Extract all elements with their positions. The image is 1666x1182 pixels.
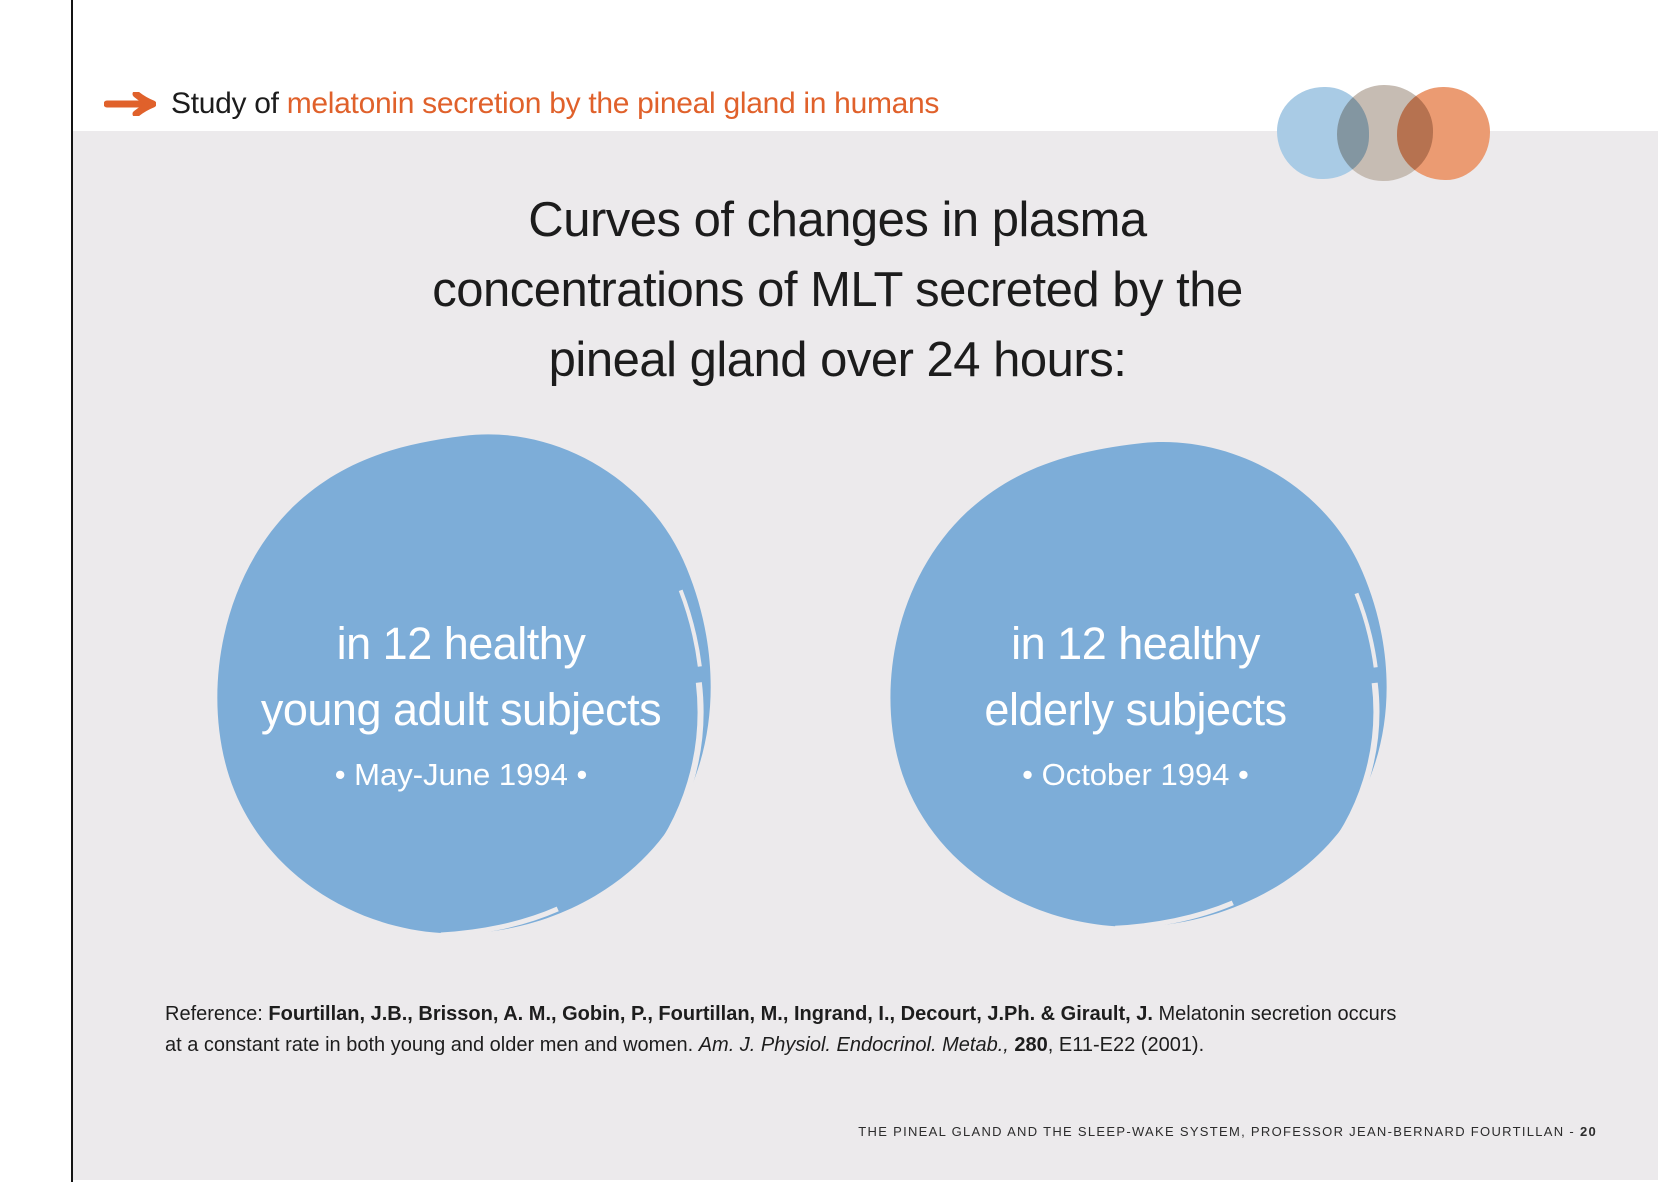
group-line2: elderly subjects — [984, 684, 1287, 735]
reference-journal: Am. J. Physiol. Endocrinol. Metab., — [698, 1034, 1009, 1056]
right-arrow-icon — [103, 90, 157, 118]
group-date: • October 1994 • — [1022, 757, 1249, 792]
group-line2: young adult subjects — [260, 683, 662, 735]
content-panel: Curves of changes in plasma concentratio… — [73, 131, 1658, 1180]
group-elderly-blob: in 12 healthy elderly subjects • October… — [872, 428, 1399, 934]
reference-line-2: at a constant rate in both young and old… — [165, 1034, 1205, 1056]
reference-line-1: Reference: Fourtillan, J.B., Brisson, A.… — [165, 1003, 1397, 1025]
slide-footer: THE PINEAL GLAND AND THE SLEEP-WAKE SYST… — [858, 1124, 1597, 1139]
deco-circle-orange — [1397, 87, 1490, 180]
footer-text: THE PINEAL GLAND AND THE SLEEP-WAKE SYST… — [858, 1124, 1580, 1139]
slide-title-line-2: concentrations of MLT secreted by the — [432, 263, 1243, 317]
brush-circle-icon — [217, 434, 711, 938]
slide-title-line-1: Curves of changes in plasma — [528, 193, 1147, 247]
header-title-prefix: Study of — [171, 87, 287, 120]
group-young-adults-text: in 12 healthy young adult subjects • May… — [199, 420, 723, 941]
header-title: Study of melatonin secretion by the pine… — [171, 87, 939, 121]
group-young-adults-blob: in 12 healthy young adult subjects • May… — [199, 420, 723, 941]
header-title-highlight: melatonin secretion by the pineal gland … — [286, 87, 940, 120]
reference-authors: Fourtillan, J.B., Brisson, A. M., Gobin,… — [268, 1003, 1153, 1025]
slide-title: Curves of changes in plasma concentratio… — [432, 185, 1243, 395]
brush-circle-icon — [890, 441, 1387, 931]
page-number: 20 — [1579, 1124, 1597, 1139]
slide-title-line-3: pineal gland over 24 hours: — [548, 333, 1127, 387]
group-elderly-text: in 12 healthy elderly subjects • October… — [872, 428, 1399, 934]
reference-volume: 280 — [1014, 1034, 1048, 1056]
slide-header: Study of melatonin secretion by the pine… — [103, 82, 939, 126]
group-line1: in 12 healthy — [1011, 618, 1260, 669]
group-date: • May-June 1994 • — [334, 756, 588, 792]
reference-citation: Reference: Fourtillan, J.B., Brisson, A.… — [165, 999, 1396, 1061]
left-border-line — [71, 0, 73, 1182]
group-line1: in 12 healthy — [336, 617, 586, 669]
